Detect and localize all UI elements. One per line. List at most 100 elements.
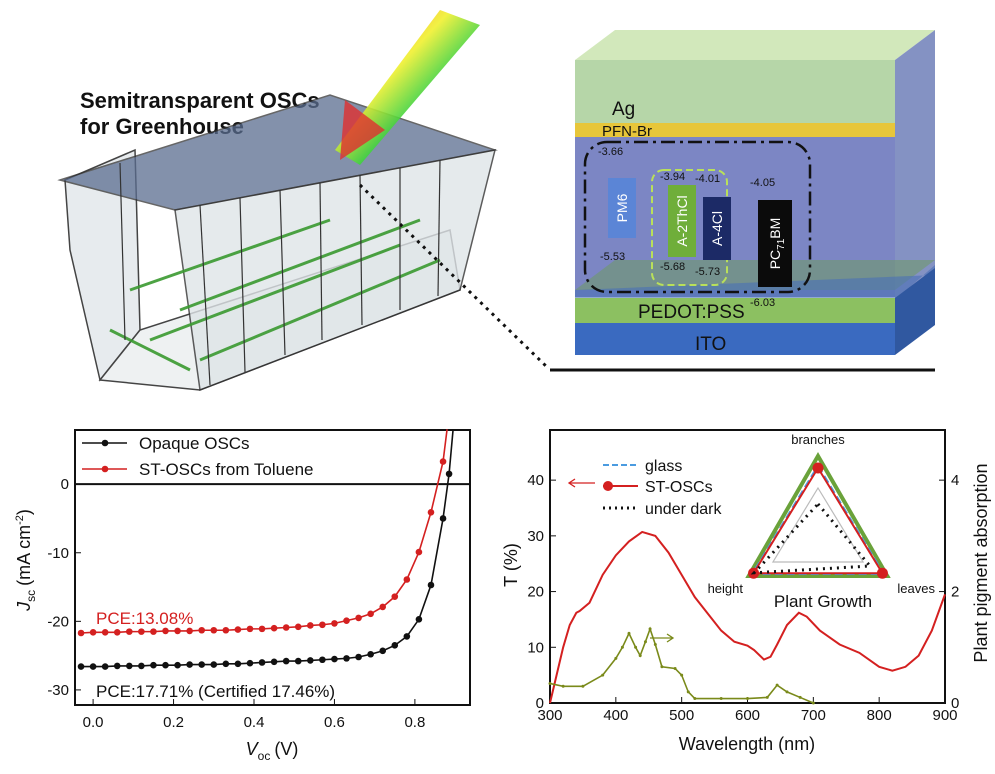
y2-tick-label: 4 (951, 472, 959, 489)
data-point (113, 662, 121, 670)
data-point (294, 623, 302, 631)
data-point (367, 650, 374, 658)
data-point (307, 657, 314, 664)
data-point (403, 633, 411, 640)
x-tick-label: 500 (669, 707, 694, 724)
x-tick-label: 700 (801, 707, 826, 724)
headline: Semitransparent OSCs for Greenhouse (80, 88, 320, 140)
data-point (222, 626, 230, 634)
data-point (653, 643, 657, 646)
greenhouse-illustration (57, 10, 550, 392)
data-point (77, 663, 85, 670)
material-name: A-2ThCl (674, 195, 690, 246)
data-point (581, 684, 585, 688)
y-tick-label: -20 (47, 613, 69, 630)
data-point (660, 665, 664, 669)
x-tick-label: 400 (603, 707, 628, 724)
right-axis-arrow-icon (650, 633, 675, 643)
jv-chart: 0.0 0.2 0.4 0.6 0.8 0 -10 -20 -30 Opaque OSCs ST-O… (14, 429, 471, 763)
data-point (101, 663, 109, 670)
data-point (775, 683, 779, 687)
data-point (643, 640, 647, 644)
legend-marker (101, 439, 109, 447)
data-point (427, 581, 435, 589)
x-label-sub: oc (258, 749, 271, 763)
x-tick-label: 800 (867, 707, 892, 724)
homo-value: -6.03 (750, 297, 775, 309)
data-point (785, 690, 789, 694)
data-point (198, 661, 206, 668)
data-point (270, 624, 278, 632)
material-bar-3 (703, 197, 731, 260)
data-point (174, 627, 181, 635)
y2-tick-label: 0 (951, 695, 959, 712)
inset-axis-label: branches (791, 432, 845, 447)
data-point (693, 697, 697, 701)
data-point (319, 621, 326, 629)
data-point (162, 627, 169, 635)
x-label-main: V (246, 739, 260, 759)
material-bar-2 (668, 185, 696, 257)
inset-frame (745, 452, 891, 578)
material-name-main: PC (767, 250, 783, 269)
x-tick-label: 300 (537, 707, 562, 724)
x-axis-label: Wavelength (nm) (679, 734, 815, 754)
lumo-value: -4.01 (695, 173, 720, 185)
data-point (150, 661, 157, 669)
material-name: A-4Cl (709, 211, 725, 246)
data-point (77, 629, 85, 637)
data-point (126, 628, 133, 635)
transmission-chart: 300 400 500 600 700 800 900010203040024Wavelen… (501, 429, 991, 754)
data-point (258, 659, 266, 666)
red-arrow-icon (340, 100, 385, 160)
data-point (331, 655, 338, 663)
legend-label: ST-OSCs (645, 479, 713, 496)
layer-pedot (575, 298, 895, 323)
data-point (343, 655, 350, 662)
data-point (439, 515, 447, 522)
data-point (234, 626, 242, 633)
x-tick-label: 900 (932, 707, 957, 724)
y-tick-label: -10 (47, 545, 69, 562)
data-point (680, 673, 684, 677)
device-structure: Ag PFN-Br PEDOT:PSS ITO PM6 -3.66 -5.53 A-2… (550, 30, 935, 372)
x-axis-label: Voc (V) (246, 739, 299, 763)
data-point (439, 458, 447, 465)
glass-side-face (895, 30, 935, 310)
data-point (445, 470, 453, 478)
y-tick-label: 30 (527, 528, 544, 545)
data-point (614, 656, 618, 660)
x-tick-label: 0.6 (324, 714, 345, 731)
y-label-main: J (14, 601, 34, 612)
data-point (620, 645, 624, 649)
layer-label-ito: ITO (695, 334, 726, 355)
y-axis-label: Jsc (mA cm-2) (14, 509, 38, 612)
y-tick-label: 10 (527, 639, 544, 656)
y-tick-label: 0 (61, 476, 69, 493)
data-point (686, 690, 690, 694)
y-tick-label: 20 (527, 584, 544, 601)
data-point (113, 629, 121, 636)
homo-value: -5.68 (660, 261, 685, 273)
material-name: PM6 (614, 193, 630, 222)
material-name-sub: 71 (776, 238, 787, 250)
data-point (126, 662, 133, 670)
layer-ag (575, 60, 895, 125)
data-point (331, 620, 338, 627)
data-point (379, 603, 387, 611)
data-point (101, 629, 109, 636)
inset-series-2 (751, 466, 885, 575)
data-point (246, 659, 254, 667)
inset-marker (812, 462, 824, 474)
homo-value: -5.53 (600, 251, 625, 263)
inset-title: Plant Growth (774, 592, 872, 611)
material-name-tail: BM (767, 218, 783, 239)
data-point (282, 624, 290, 631)
data-point (198, 626, 206, 634)
ito-side-face (895, 268, 935, 355)
plot-frame (74, 429, 471, 706)
y2-tick-label: 2 (951, 584, 959, 601)
data-point (798, 695, 802, 699)
series-line-2 (549, 626, 814, 704)
data-point (648, 627, 652, 631)
